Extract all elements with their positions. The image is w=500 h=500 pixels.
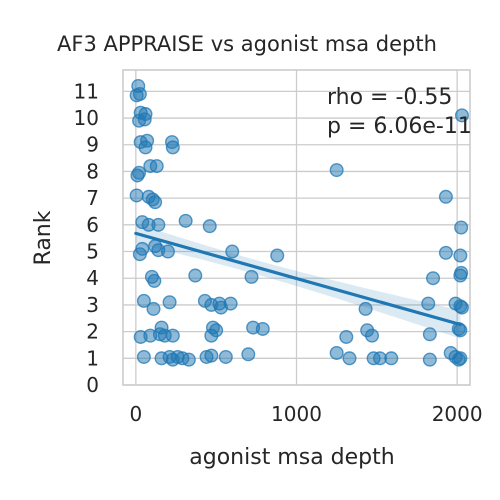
data-point <box>453 351 468 366</box>
data-point <box>365 328 380 343</box>
y-tick-label: 0 <box>86 373 99 397</box>
x-tick-label: 1000 <box>271 402 322 426</box>
data-point <box>270 248 285 263</box>
data-point <box>225 244 240 259</box>
data-point <box>129 188 144 203</box>
y-tick-label: 9 <box>86 133 99 157</box>
data-point <box>426 271 441 286</box>
data-point <box>178 213 193 228</box>
data-point <box>453 248 468 263</box>
y-tick-label: 8 <box>86 159 99 183</box>
x-tick-labels: 0 1000 2000 <box>129 402 482 426</box>
y-tick-label: 4 <box>86 266 99 290</box>
data-point <box>202 219 217 234</box>
data-point <box>454 300 469 315</box>
y-tick-label: 6 <box>86 213 99 237</box>
data-point <box>136 349 151 364</box>
data-point <box>421 296 436 311</box>
data-point <box>339 329 354 344</box>
data-point <box>422 327 437 342</box>
data-point <box>454 220 469 235</box>
y-tick-label: 3 <box>86 293 99 317</box>
data-point <box>138 140 153 155</box>
data-point <box>329 163 344 178</box>
data-point <box>136 293 151 308</box>
y-tick-label: 5 <box>86 240 99 264</box>
data-point <box>165 140 180 155</box>
chart-title: AF3 APPRAISE vs agonist msa depth <box>57 32 437 56</box>
data-point <box>241 347 256 362</box>
confidence-band <box>135 223 461 339</box>
data-point <box>165 328 180 343</box>
data-point <box>147 273 162 288</box>
data-point <box>342 351 357 366</box>
data-point <box>146 301 161 316</box>
regression-line <box>134 231 462 327</box>
y-tick-label: 11 <box>74 79 99 103</box>
y-tick-label: 1 <box>86 346 99 370</box>
p-value-annotation: p = 6.06e-11 <box>327 114 472 139</box>
y-tick-label: 2 <box>86 320 99 344</box>
data-point <box>218 349 233 364</box>
data-point <box>422 352 437 367</box>
points-layer <box>129 79 469 367</box>
x-axis-label: agonist msa depth <box>189 445 394 470</box>
grid <box>123 70 470 386</box>
data-point <box>329 345 344 360</box>
data-point <box>149 159 164 174</box>
data-point <box>454 265 469 280</box>
data-point <box>213 300 228 315</box>
data-point <box>129 88 144 103</box>
data-point <box>384 351 399 366</box>
data-point <box>132 113 147 128</box>
data-point <box>244 269 259 284</box>
data-point <box>255 321 270 336</box>
data-point <box>438 189 453 204</box>
data-point <box>454 108 469 123</box>
data-point <box>130 168 145 183</box>
data-point <box>438 245 453 260</box>
y-tick-label: 7 <box>86 186 99 210</box>
data-point <box>188 268 203 283</box>
data-point <box>204 328 219 343</box>
y-tick-label: 10 <box>74 106 99 130</box>
data-point <box>148 195 163 210</box>
data-point <box>162 295 177 310</box>
plot-frame <box>122 69 471 386</box>
data-point <box>151 217 166 232</box>
rho-annotation: rho = -0.55 <box>327 85 452 110</box>
data-point <box>132 247 147 262</box>
data-point <box>181 352 196 367</box>
confidence-band-layer <box>135 223 461 339</box>
y-axis-label: Rank <box>31 210 56 265</box>
data-point <box>358 301 373 316</box>
regression-line-layer <box>134 231 462 327</box>
data-point <box>160 244 175 259</box>
data-point <box>204 348 219 363</box>
x-tick-label: 2000 <box>432 402 483 426</box>
x-tick-label: 0 <box>129 402 142 426</box>
